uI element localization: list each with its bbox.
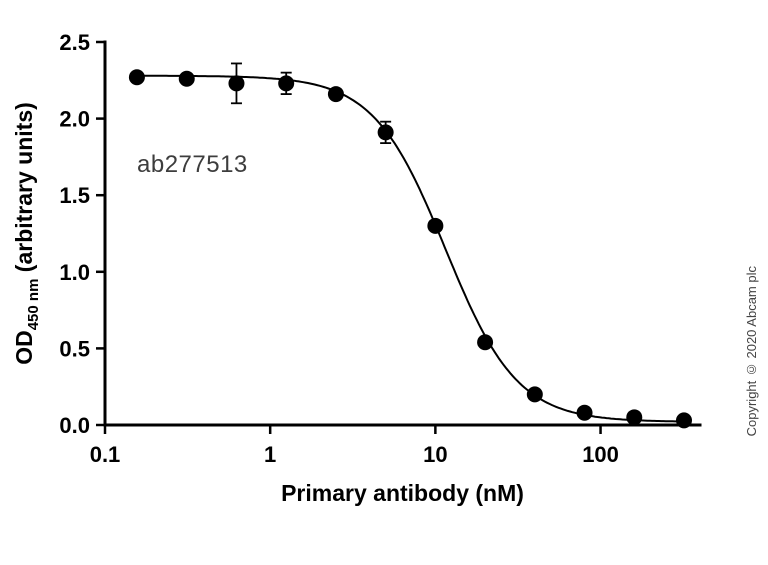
y-tick-label: 2.0 — [59, 107, 90, 132]
annotation-label: ab277513 — [137, 151, 248, 178]
data-point — [228, 75, 245, 92]
y-tick-label: 0.0 — [59, 413, 90, 438]
axes — [103, 40, 702, 427]
data-point — [626, 409, 643, 426]
y-tick-label: 2.5 — [59, 30, 90, 55]
x-tick-label: 1 — [264, 442, 276, 467]
y-tick-label: 1.5 — [59, 183, 90, 208]
data-point — [278, 75, 295, 92]
x-axis-label: Primary antibody (nM) — [281, 480, 524, 506]
data-point — [377, 124, 394, 141]
copyright-text: Copyright © 2020 Abcam plc — [744, 266, 759, 437]
data-point — [427, 217, 444, 234]
y-tick-label: 0.5 — [59, 336, 90, 361]
data-point — [128, 69, 145, 86]
fit-curve — [136, 74, 684, 423]
x-tick-label: 0.1 — [90, 442, 121, 467]
data-point — [178, 70, 195, 87]
data-point — [526, 386, 543, 403]
data-point — [477, 334, 494, 351]
x-tick-label: 100 — [582, 442, 619, 467]
data-point — [576, 404, 593, 421]
data-point — [327, 86, 344, 103]
y-tick-label: 1.0 — [59, 260, 90, 285]
x-tick-label: 10 — [423, 442, 447, 467]
data-point — [675, 412, 692, 429]
y-axis-label: OD450 nm (arbitrary units) — [11, 102, 42, 365]
